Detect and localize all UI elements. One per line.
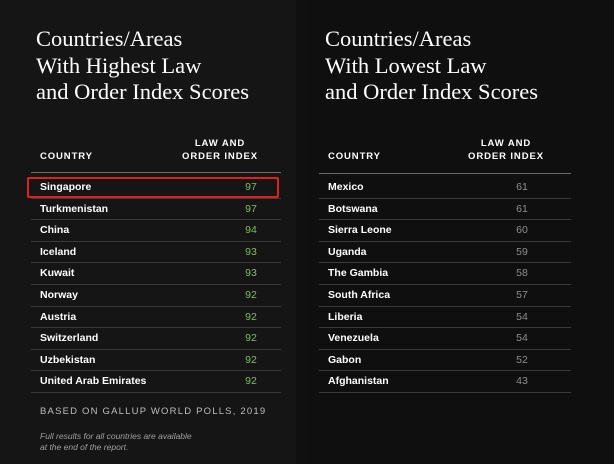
highest-title: Countries/Areas With Highest Law and Ord…	[36, 26, 249, 106]
country-name: United Arab Emirates	[40, 375, 147, 388]
country-name: The Gambia	[328, 267, 389, 280]
country-name: China	[40, 224, 70, 237]
table-row: Kuwait 93	[31, 263, 281, 285]
full-results-note-line-2: at the end of the report.	[40, 442, 129, 452]
table-row: The Gambia 58	[319, 263, 571, 285]
country-name: Switzerland	[40, 332, 99, 345]
full-results-note-line-1: Full results for all countries are avail…	[40, 431, 192, 441]
country-name: Gabon	[328, 353, 362, 366]
country-name: Sierra Leone	[328, 224, 392, 237]
index-score: 52	[516, 353, 528, 366]
table-row: China 94	[31, 220, 281, 242]
index-score: 92	[245, 310, 257, 323]
lowest-title: Countries/Areas With Lowest Law and Orde…	[325, 26, 538, 106]
table-row: Uganda 59	[319, 242, 571, 264]
index-score: 92	[245, 375, 257, 388]
country-name: Kuwait	[40, 267, 75, 280]
lowest-header-rule	[319, 173, 571, 174]
highest-title-line-3: and Order Index Scores	[36, 79, 250, 104]
full-results-note: Full results for all countries are avail…	[40, 431, 192, 453]
country-name: Uzbekistan	[40, 353, 96, 366]
country-name: Afghanistan	[328, 375, 389, 388]
index-score: 93	[245, 267, 257, 280]
source-note: BASED ON GALLUP WORLD POLLS, 2019	[40, 406, 267, 417]
lowest-index-header: LAW AND ORDER INDEX	[466, 138, 546, 163]
highest-title-line-2: With Highest Law	[36, 52, 202, 78]
index-score: 61	[516, 181, 528, 193]
lowest-index-header-line-2: ORDER INDEX	[468, 150, 544, 162]
index-score: 57	[516, 288, 528, 301]
country-name: South Africa	[328, 288, 391, 301]
index-score: 43	[516, 375, 528, 388]
table-row: Venezuela 54	[319, 328, 571, 350]
country-name: Turkmenistan	[40, 202, 109, 215]
table-row: Sierra Leone 60	[319, 220, 571, 242]
index-score: 92	[245, 353, 257, 366]
lowest-table: Mexico 61 Botswana 61 Sierra Leone 60 Ugand…	[319, 177, 571, 393]
highest-title-line-1: Countries/Areas	[36, 26, 183, 51]
table-row: Switzerland 92	[31, 328, 281, 350]
lowest-scores-panel: Countries/Areas With Lowest Law and Orde…	[306, 0, 614, 464]
lowest-title-line-1: Countries/Areas	[325, 26, 472, 51]
country-name: Liberia	[328, 310, 363, 323]
table-row: Uzbekistan 92	[31, 350, 281, 372]
country-name: Botswana	[328, 202, 378, 215]
table-row: Mexico 61	[319, 177, 571, 199]
highest-index-header-line-1: LAW AND	[194, 138, 246, 149]
table-row: Norway 92	[31, 285, 281, 307]
table-row: Iceland 93	[31, 242, 281, 264]
index-score: 94	[245, 224, 257, 237]
table-row: South Africa 57	[319, 285, 571, 307]
country-name: Mexico	[328, 181, 364, 193]
country-name: Singapore	[40, 181, 92, 193]
country-name: Norway	[40, 288, 78, 301]
table-row: Singapore 97	[31, 177, 281, 199]
index-score: 97	[245, 181, 257, 193]
index-score: 97	[245, 202, 257, 215]
highest-scores-panel: Countries/Areas With Highest Law and Ord…	[0, 0, 296, 464]
highest-index-header: LAW AND ORDER INDEX	[180, 138, 260, 163]
country-name: Venezuela	[328, 332, 379, 345]
index-score: 58	[516, 267, 528, 280]
highest-country-header: COUNTRY	[40, 151, 93, 162]
table-row: Austria 92	[31, 307, 281, 329]
table-row: United Arab Emirates 92	[31, 371, 281, 393]
index-score: 92	[245, 332, 257, 345]
highest-header-rule	[31, 172, 281, 173]
index-score: 54	[516, 332, 528, 345]
highest-table: Singapore 97 Turkmenistan 97 China 94 Icela…	[31, 177, 281, 393]
highest-index-header-line-2: ORDER INDEX	[182, 150, 258, 162]
lowest-country-header: COUNTRY	[328, 151, 381, 162]
table-row: Gabon 52	[319, 350, 571, 372]
lowest-index-header-line-1: LAW AND	[480, 138, 532, 149]
index-score: 93	[245, 245, 257, 258]
index-score: 54	[516, 310, 528, 323]
country-name: Uganda	[328, 245, 367, 258]
table-row: Afghanistan 43	[319, 371, 571, 393]
index-score: 59	[516, 245, 528, 258]
index-score: 61	[516, 202, 528, 215]
index-score: 92	[245, 288, 257, 301]
country-name: Iceland	[40, 245, 77, 258]
table-row: Botswana 61	[319, 199, 571, 221]
index-score: 60	[516, 224, 528, 237]
lowest-title-line-3: and Order Index Scores	[325, 79, 539, 104]
table-row: Liberia 54	[319, 307, 571, 329]
singapore-highlight-box	[27, 177, 279, 198]
table-row: Turkmenistan 97	[31, 199, 281, 221]
country-name: Austria	[40, 310, 77, 323]
lowest-title-line-2: With Lowest Law	[325, 52, 487, 78]
